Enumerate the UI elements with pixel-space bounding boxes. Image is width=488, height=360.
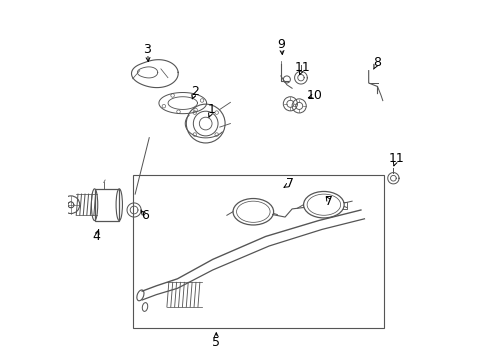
Text: 11: 11: [387, 152, 403, 165]
Text: 11: 11: [294, 60, 310, 73]
Text: 4: 4: [92, 230, 100, 243]
Text: 10: 10: [306, 89, 323, 102]
Text: 8: 8: [372, 57, 380, 69]
Bar: [133, 175, 383, 328]
Text: 1: 1: [208, 103, 216, 116]
Text: 9: 9: [277, 38, 285, 51]
Text: 7: 7: [286, 177, 294, 190]
Text: 6: 6: [141, 209, 149, 222]
Text: 3: 3: [143, 43, 151, 56]
Text: 7: 7: [325, 195, 332, 208]
Bar: [94, 189, 119, 221]
Text: 5: 5: [212, 336, 220, 349]
Text: 2: 2: [191, 85, 199, 98]
